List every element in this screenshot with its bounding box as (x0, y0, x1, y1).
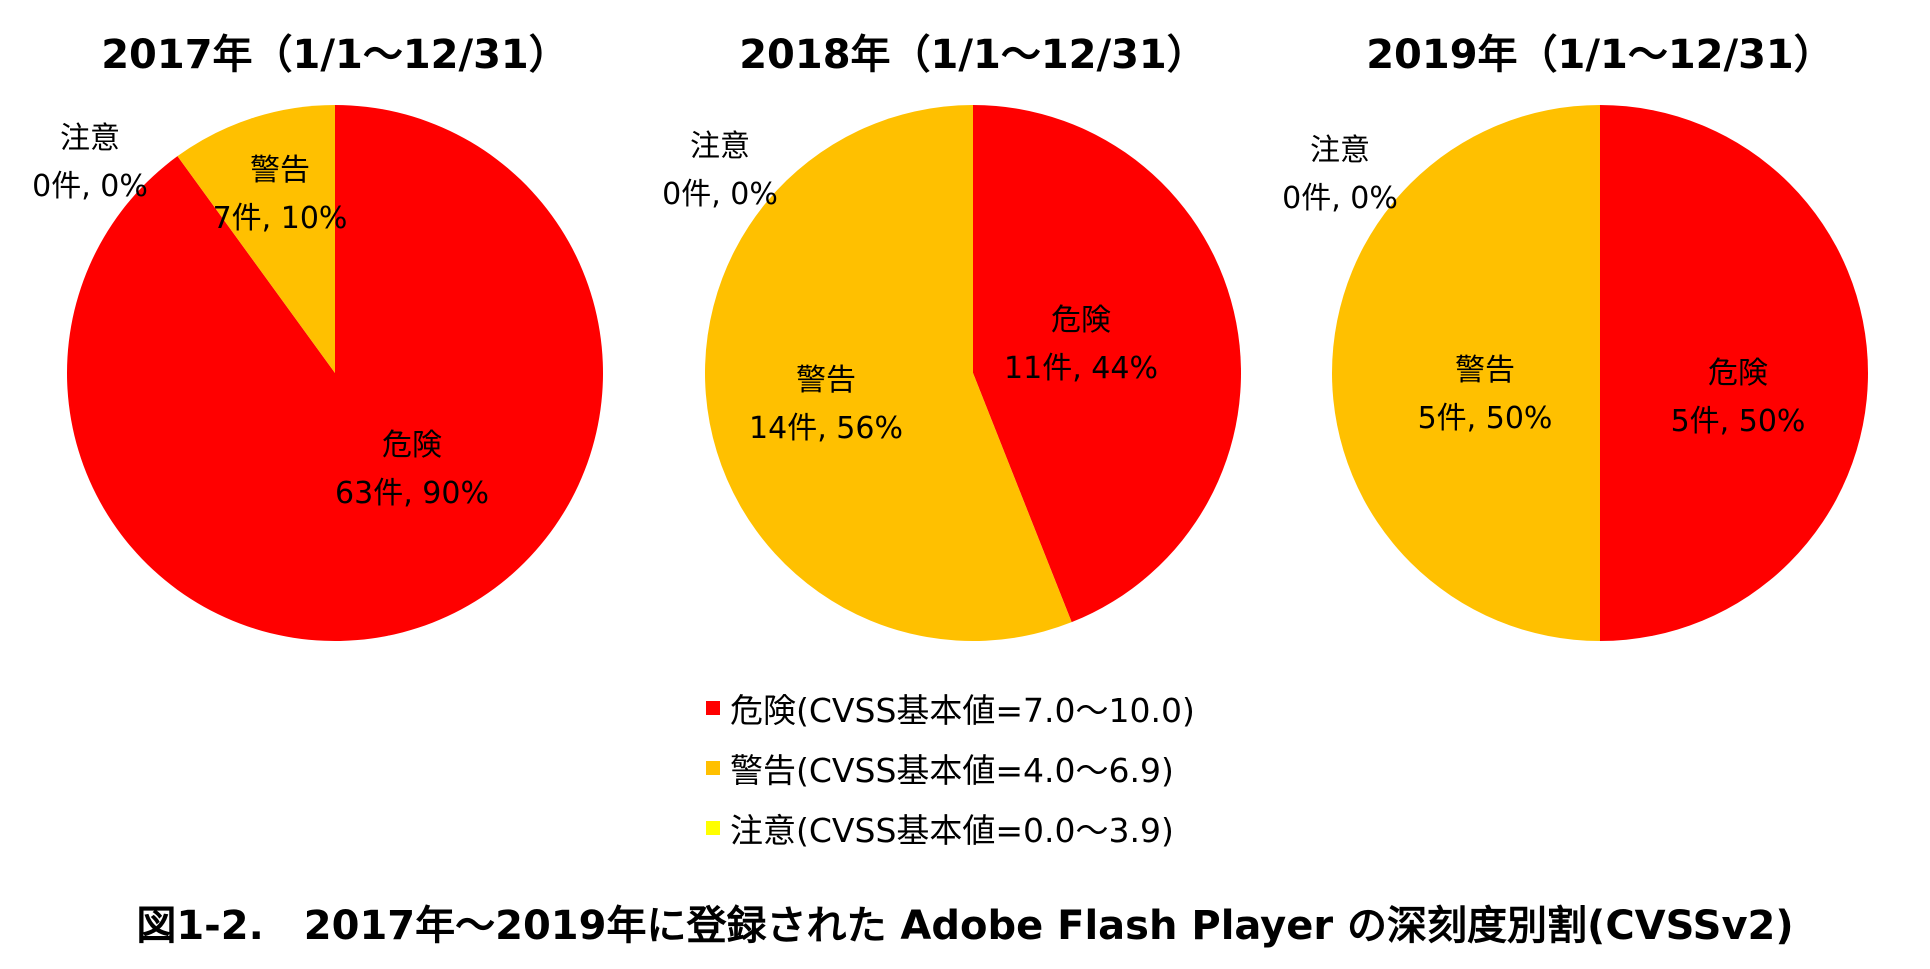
pie-slice-2017-warning (177, 105, 335, 373)
pie-label-2018-caution-value: 0件, 0% (662, 177, 778, 212)
chart-title-2019: 2019年（1/1〜12/31） (1366, 32, 1834, 78)
legend-label-danger: 危険(CVSS基本値=7.0〜10.0) (730, 691, 1195, 730)
pie-label-2019-warning-name: 警告 (1455, 353, 1515, 388)
pie-label-2017-danger-name: 危険 (382, 428, 442, 463)
legend-item-danger: 危険(CVSS基本値=7.0〜10.0) (706, 678, 1195, 738)
pie-label-2017-warning-name: 警告 (250, 153, 310, 188)
chart-title-2017: 2017年（1/1〜12/31） (101, 32, 569, 78)
chart-title-2018: 2018年（1/1〜12/31） (739, 32, 1207, 78)
pie-chart-2018: 危険 11件, 44% 注意 0件, 0% 警告 14件, 56% (662, 105, 1241, 642)
legend-item-warning: 警告(CVSS基本値=4.0〜6.9) (706, 738, 1195, 798)
legend-swatch-danger (706, 701, 720, 715)
pie-label-2018-warning-value: 14件, 56% (749, 411, 903, 446)
legend-swatch-warning (706, 761, 720, 775)
figure-caption: 図1-2. 2017年〜2019年に登録された Adobe Flash Play… (136, 903, 1794, 949)
pie-label-2017-caution-value: 0件, 0% (32, 169, 148, 204)
pie-label-2019-danger-name: 危険 (1708, 356, 1768, 391)
pie-label-2019-caution-name: 注意 (1310, 133, 1370, 168)
legend-swatch-caution (706, 821, 720, 835)
pie-label-2019-danger-value: 5件, 50% (1671, 404, 1806, 439)
pie-chart-2017: 危険 63件, 90% 注意 0件, 0% 警告 7件, 10% (32, 105, 603, 641)
pie-slice-2019-warning (1332, 105, 1600, 641)
pie-label-2017-danger-value: 63件, 90% (335, 476, 489, 511)
chart-legend: 危険(CVSS基本値=7.0〜10.0) 警告(CVSS基本値=4.0〜6.9)… (706, 678, 1195, 858)
pie-chart-2019: 危険 5件, 50% 注意 0件, 0% 警告 5件, 50% (1282, 105, 1868, 641)
pie-label-2018-danger-name: 危険 (1051, 303, 1111, 338)
pie-label-2017-caution-name: 注意 (60, 121, 120, 156)
pie-slice-2019-danger (1600, 105, 1868, 641)
pie-label-2018-warning-name: 警告 (796, 363, 856, 398)
pie-label-2019-warning-value: 5件, 50% (1418, 401, 1553, 436)
pie-label-2018-danger-value: 11件, 44% (1004, 351, 1158, 386)
pie-label-2019-caution-value: 0件, 0% (1282, 181, 1398, 216)
legend-item-caution: 注意(CVSS基本値=0.0〜3.9) (706, 798, 1195, 858)
pie-label-2018-caution-name: 注意 (690, 129, 750, 164)
pie-slice-2018-danger (973, 105, 1241, 623)
legend-label-warning: 警告(CVSS基本値=4.0〜6.9) (730, 751, 1174, 790)
pie-label-2017-warning-value: 7件, 10% (213, 201, 348, 236)
pie-slice-2018-warning (705, 105, 1072, 642)
legend-label-caution: 注意(CVSS基本値=0.0〜3.9) (730, 811, 1174, 850)
